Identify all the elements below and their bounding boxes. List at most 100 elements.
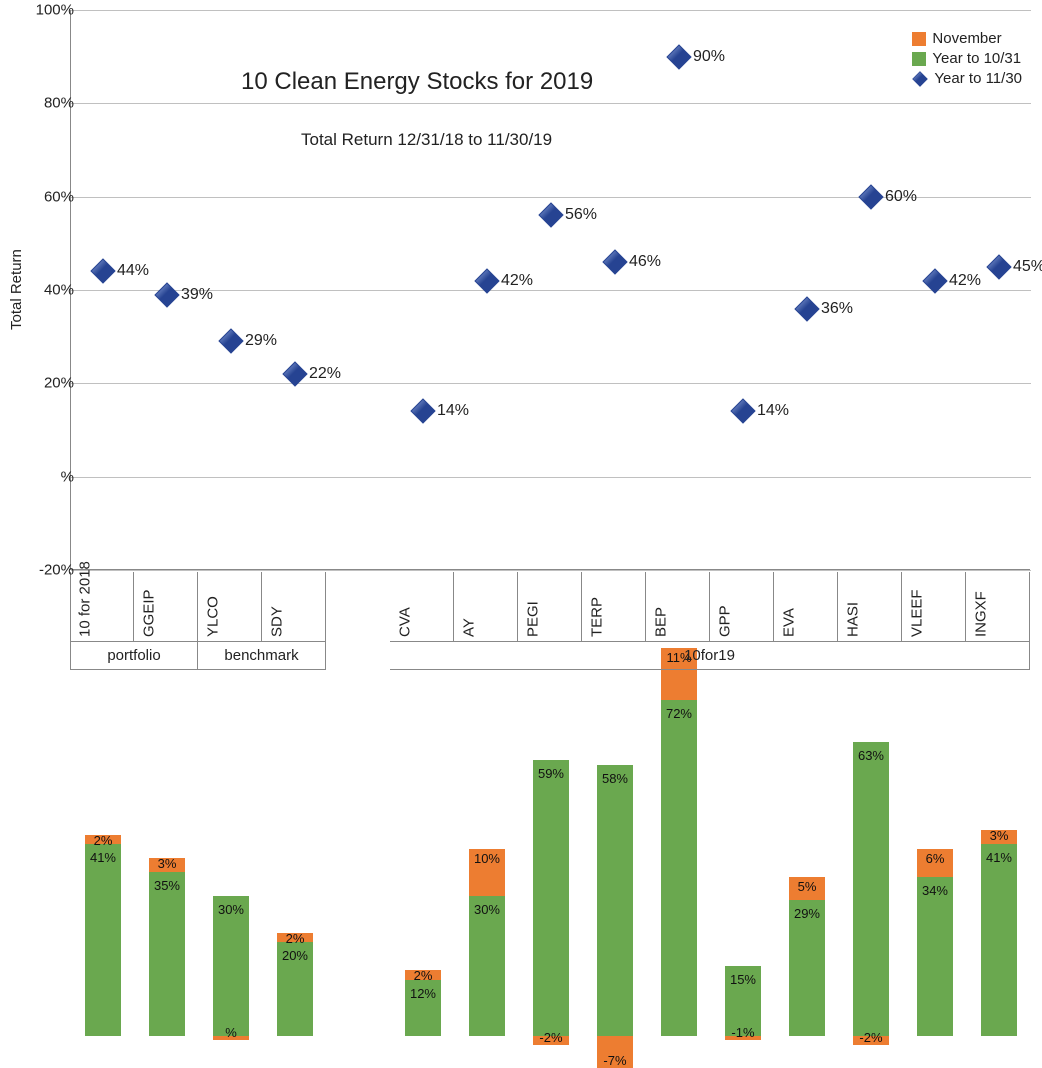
diamond-value-label: 22% bbox=[309, 365, 341, 383]
bar-year-to-1031 bbox=[789, 900, 825, 1035]
x-tick-cell: BEP bbox=[646, 572, 710, 642]
diamond-value-label: 39% bbox=[181, 286, 213, 304]
x-tick-label: EVA bbox=[780, 608, 797, 637]
bar-november bbox=[981, 830, 1017, 844]
x-tick-label: GPP bbox=[716, 605, 733, 637]
y-tick-label: 60% bbox=[14, 188, 74, 205]
y-tick-label: 100% bbox=[14, 2, 74, 19]
diamond-value-label: 44% bbox=[117, 262, 149, 280]
x-group-cell: benchmark bbox=[198, 642, 326, 670]
diamond-value-label: 60% bbox=[885, 188, 917, 206]
x-tick-cell: PEGI bbox=[518, 572, 582, 642]
diamond-value-label: 14% bbox=[437, 402, 469, 420]
plot-area: 10 Clean Energy Stocks for 2019 Total Re… bbox=[70, 10, 1030, 570]
x-axis-zone: 10 for 2018GGEIPYLCOSDYCVAAYPEGITERPBEPG… bbox=[70, 572, 1030, 687]
y-tick-label: -20% bbox=[14, 562, 74, 579]
x-tick-label: YLCO bbox=[204, 596, 221, 637]
gridline bbox=[71, 290, 1031, 291]
bar-year-to-1031 bbox=[725, 966, 761, 1036]
gridline bbox=[71, 477, 1031, 478]
diamond-value-label: 56% bbox=[565, 206, 597, 224]
x-tick-cell: GGEIP bbox=[134, 572, 198, 642]
x-tick-cell: GPP bbox=[710, 572, 774, 642]
bar-november bbox=[597, 1036, 633, 1068]
legend-label: Year to 11/30 bbox=[934, 70, 1022, 87]
diamond-marker bbox=[474, 268, 500, 294]
x-tick-cell: CVA bbox=[390, 572, 454, 642]
legend-swatch bbox=[912, 32, 926, 46]
diamond-marker bbox=[538, 202, 564, 228]
bar-november bbox=[533, 1036, 569, 1045]
x-tick-label: GGEIP bbox=[140, 589, 157, 637]
diamond-value-label: 90% bbox=[693, 48, 725, 66]
x-tick-cell: VLEEF bbox=[902, 572, 966, 642]
diamond-value-label: 14% bbox=[757, 402, 789, 420]
bar-year-to-1031 bbox=[533, 760, 569, 1035]
diamond-marker bbox=[922, 268, 948, 294]
diamond-value-label: 46% bbox=[629, 253, 661, 271]
legend-swatch bbox=[912, 52, 926, 66]
diamond-value-label: 29% bbox=[245, 332, 277, 350]
diamond-marker bbox=[218, 328, 244, 354]
x-tick-label: SDY bbox=[268, 606, 285, 637]
gridline bbox=[71, 103, 1031, 104]
legend-item: Year to 10/31 bbox=[912, 50, 1022, 67]
bar-november bbox=[405, 970, 441, 979]
diamond-value-label: 42% bbox=[949, 272, 981, 290]
x-tick-label: HASI bbox=[844, 602, 861, 637]
x-tick-cell: HASI bbox=[838, 572, 902, 642]
x-tick-label: TERP bbox=[588, 597, 605, 637]
diamond-marker bbox=[282, 361, 308, 387]
bar-year-to-1031 bbox=[853, 742, 889, 1036]
x-tick-label: BEP bbox=[652, 607, 669, 637]
x-tick-label: AY bbox=[460, 618, 477, 637]
diamond-marker bbox=[410, 398, 436, 424]
x-tick-label: INGXF bbox=[972, 591, 989, 637]
bar-year-to-1031 bbox=[661, 700, 697, 1036]
bar-november bbox=[789, 877, 825, 900]
bar-november bbox=[277, 933, 313, 942]
x-tick-cell: SDY bbox=[262, 572, 326, 642]
bar-november bbox=[469, 849, 505, 896]
chart-container: 10 Clean Energy Stocks for 2019 Total Re… bbox=[70, 10, 1030, 600]
bar-year-to-1031 bbox=[469, 896, 505, 1036]
bar-november bbox=[85, 835, 121, 844]
bar-november bbox=[725, 1036, 761, 1041]
diamond-marker bbox=[90, 258, 116, 284]
y-tick-label: % bbox=[14, 468, 74, 485]
diamond-marker bbox=[666, 44, 692, 70]
bar-year-to-1031 bbox=[85, 844, 121, 1035]
bar-year-to-1031 bbox=[597, 765, 633, 1036]
diamond-marker bbox=[858, 184, 884, 210]
legend-item: November bbox=[912, 30, 1022, 47]
legend-label: Year to 10/31 bbox=[932, 50, 1021, 67]
diamond-marker bbox=[154, 282, 180, 308]
gridline bbox=[71, 383, 1031, 384]
y-tick-label: 40% bbox=[14, 282, 74, 299]
bar-year-to-1031 bbox=[213, 896, 249, 1036]
diamond-marker bbox=[794, 296, 820, 322]
chart-title: 10 Clean Energy Stocks for 2019 bbox=[241, 68, 593, 96]
bar-november bbox=[917, 849, 953, 877]
bar-year-to-1031 bbox=[405, 980, 441, 1036]
bar-november bbox=[149, 858, 185, 872]
chart-legend: November Year to 10/31 Year to 11/30 bbox=[912, 30, 1022, 90]
gridline bbox=[71, 10, 1031, 11]
y-tick-label: 20% bbox=[14, 375, 74, 392]
y-tick-label: 80% bbox=[14, 95, 74, 112]
bar-november bbox=[853, 1036, 889, 1045]
bar-year-to-1031 bbox=[149, 872, 185, 1035]
x-tick-cell: TERP bbox=[582, 572, 646, 642]
x-tick-cell: INGXF bbox=[966, 572, 1030, 642]
x-group-cell: portfolio bbox=[70, 642, 198, 670]
diamond-value-label: 45% bbox=[1013, 258, 1042, 276]
diamond-marker bbox=[602, 249, 628, 275]
x-tick-cell: EVA bbox=[774, 572, 838, 642]
diamond-value-label: 42% bbox=[501, 272, 533, 290]
x-group-cell: 10for19 bbox=[390, 642, 1030, 670]
bar-november bbox=[213, 1036, 249, 1041]
x-tick-label: VLEEF bbox=[908, 589, 925, 637]
diamond-marker bbox=[730, 398, 756, 424]
legend-label: November bbox=[932, 30, 1001, 47]
diamond-value-label: 36% bbox=[821, 300, 853, 318]
